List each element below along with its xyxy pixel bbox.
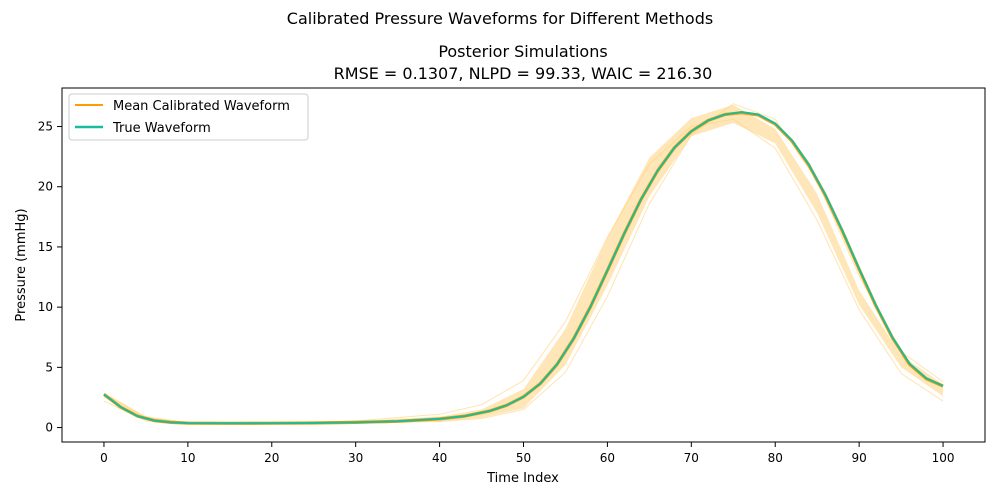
- x-tick-label: 100: [932, 451, 955, 465]
- x-axis-label: Time Index: [486, 471, 559, 486]
- x-tick-label: 80: [768, 451, 783, 465]
- y-tick-label: 25: [38, 120, 53, 134]
- series-line-true: [103, 111, 944, 425]
- plot-area: [103, 103, 944, 425]
- legend-box: [68, 93, 309, 141]
- y-tick-label: 15: [38, 240, 53, 254]
- x-tick-label: 10: [180, 451, 195, 465]
- x-tick-label: 50: [516, 451, 531, 465]
- y-tick-label: 5: [45, 360, 53, 374]
- x-tick-label: 20: [264, 451, 279, 465]
- x-axis-ticks: 0 10 20 30 40 50 60 70 80 90 100: [100, 442, 954, 465]
- chart-subtitle: RMSE = 0.1307, NLPD = 99.33, WAIC = 216.…: [334, 64, 713, 83]
- y-tick-label: 10: [38, 300, 53, 314]
- plot-marks: [103, 103, 944, 425]
- x-tick-label: 40: [432, 451, 447, 465]
- y-axis-label: Pressure (mmHg): [14, 208, 29, 321]
- chart-title: Posterior Simulations: [438, 42, 607, 61]
- x-tick-label: 0: [100, 451, 108, 465]
- legend: Mean Calibrated Waveform True Waveform: [68, 93, 309, 141]
- x-tick-label: 60: [600, 451, 615, 465]
- y-tick-label: 0: [45, 421, 53, 435]
- y-axis-ticks: 0 5 10 15 20 25: [38, 120, 62, 435]
- y-tick-label: 20: [38, 180, 53, 194]
- legend-label-true: True Waveform: [112, 121, 211, 136]
- x-tick-label: 30: [348, 451, 363, 465]
- figure-suptitle: Calibrated Pressure Waveforms for Differ…: [287, 9, 713, 28]
- x-tick-label: 70: [684, 451, 699, 465]
- x-tick-label: 90: [851, 451, 866, 465]
- legend-label-mean: Mean Calibrated Waveform: [113, 99, 290, 114]
